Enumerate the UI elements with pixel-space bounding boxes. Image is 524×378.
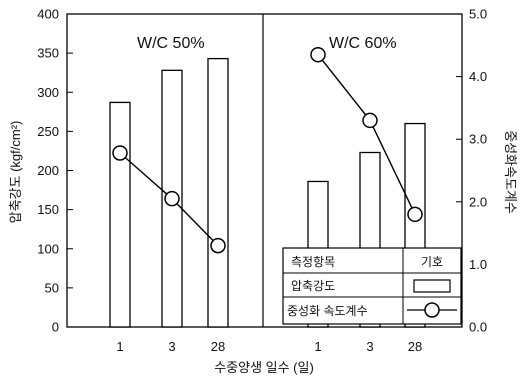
y-left-tick-label: 200 [37, 163, 59, 178]
panel-title: W/C 50% [137, 35, 205, 52]
y-right-tick-label: 4.0 [469, 69, 487, 84]
bar [207, 57, 229, 328]
y-right-tick-label: 5.0 [469, 7, 487, 22]
x-tick-label: 1 [314, 339, 321, 354]
y-left-tick-label: 100 [37, 241, 59, 256]
line-marker [112, 145, 128, 161]
legend-bar-swatch [413, 279, 451, 293]
legend-marker-swatch [424, 302, 440, 318]
panel-title: W/C 60% [329, 35, 397, 52]
y-left-tick-label: 400 [37, 7, 59, 22]
y-axis-left-label: 압축강도 (kgf/cm²) [8, 121, 23, 224]
x-axis-label: 수중양생 일수 (일) [214, 360, 314, 375]
left-axis-ticks: 0 50 100 150 200 250 300 350 400 [37, 7, 73, 335]
legend-header-item: 측정항목 [291, 255, 335, 269]
line-marker [210, 237, 226, 254]
y-left-tick-label: 250 [37, 124, 59, 139]
x-tick-label: 1 [116, 339, 123, 354]
line-marker [362, 112, 378, 129]
legend-header-symbol: 기호 [421, 255, 443, 269]
y-right-tick-label: 3.0 [469, 132, 487, 147]
line-marker [407, 206, 423, 223]
legend-bar-label: 압축강도 [291, 279, 335, 293]
x-tick-label: 3 [168, 339, 175, 354]
y-axis-right-label: 중성화속도계수 [503, 130, 518, 214]
panel-1: W/C 50% [109, 35, 229, 328]
y-left-tick-label: 350 [37, 46, 59, 61]
x-tick-label: 3 [366, 339, 373, 354]
x-tick-label: 28 [408, 339, 422, 354]
y-right-tick-label: 0.0 [469, 320, 487, 335]
right-axis-ticks: 0.0 1.0 2.0 3.0 4.0 5.0 [456, 7, 487, 335]
legend-line-label: 중성화 속도계수 [287, 304, 368, 318]
y-left-tick-label: 150 [37, 202, 59, 217]
line-marker [310, 46, 326, 63]
legend: 측정항목 기호 압축강도 중성화 속도계수 [282, 247, 462, 325]
bar [109, 101, 131, 328]
y-left-tick-label: 0 [52, 320, 59, 335]
y-right-tick-label: 1.0 [469, 257, 487, 272]
x-tick-label: 28 [211, 339, 225, 354]
line-marker [164, 190, 180, 207]
y-left-tick-label: 50 [45, 280, 59, 295]
x-axis-ticks: 1 3 28 1 3 28 [116, 339, 422, 354]
y-right-tick-label: 2.0 [469, 194, 487, 209]
y-left-tick-label: 300 [37, 85, 59, 100]
